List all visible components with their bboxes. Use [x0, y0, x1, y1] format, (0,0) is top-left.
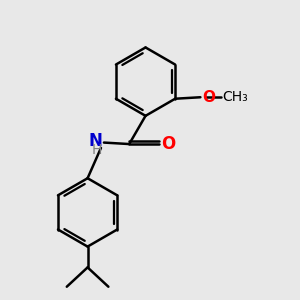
Text: O: O — [161, 135, 176, 153]
Text: CH₃: CH₃ — [223, 90, 248, 104]
Text: N: N — [88, 132, 102, 150]
Text: O: O — [202, 90, 215, 105]
Text: H: H — [92, 143, 102, 157]
